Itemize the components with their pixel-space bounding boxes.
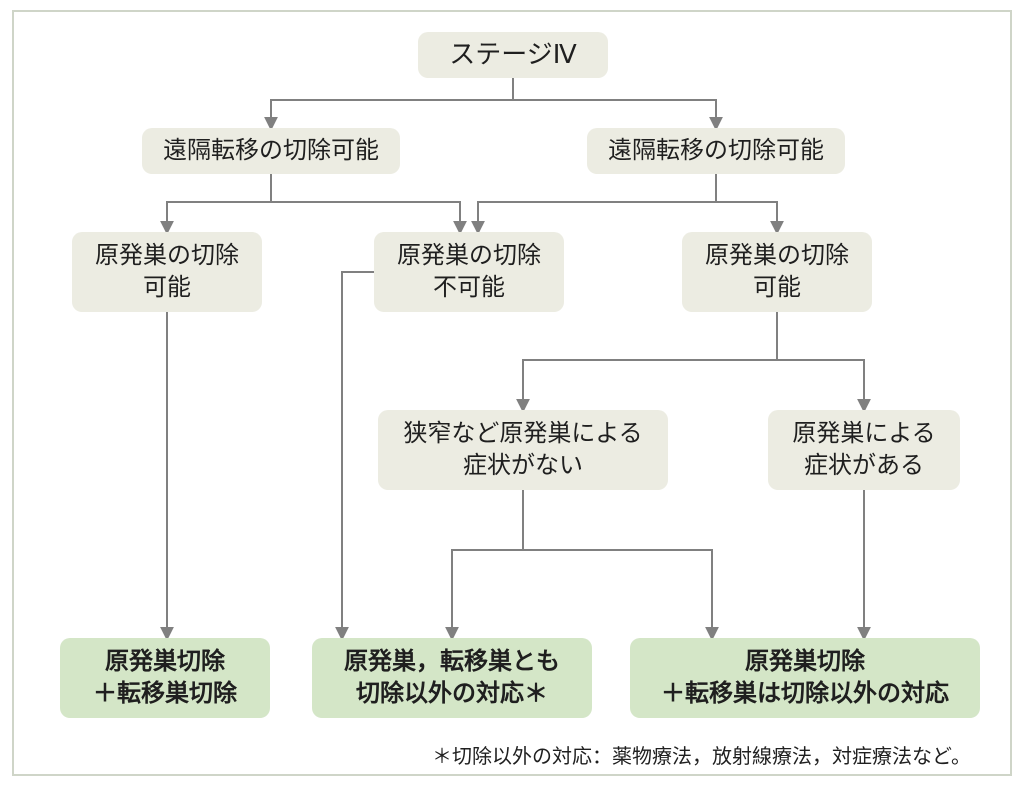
- node-label: 原発巣の切除可能: [705, 240, 849, 305]
- node-label: 遠隔転移の切除可能: [608, 135, 824, 167]
- node-label: 原発巣切除＋転移巣切除: [93, 646, 237, 711]
- node-l2b: 遠隔転移の切除可能: [587, 128, 845, 174]
- node-l3c: 原発巣の切除可能: [682, 232, 872, 312]
- footnote: ＊切除以外の対応：薬物療法，放射線療法，対症療法など。: [432, 740, 971, 769]
- node-l3a: 原発巣の切除可能: [72, 232, 262, 312]
- node-label: 原発巣，転移巣とも切除以外の対応＊: [344, 646, 560, 711]
- node-out3: 原発巣切除＋転移巣は切除以外の対応: [630, 638, 980, 718]
- node-l2a: 遠隔転移の切除可能: [142, 128, 400, 174]
- node-out1: 原発巣切除＋転移巣切除: [60, 638, 270, 718]
- node-label: 原発巣の切除不可能: [397, 240, 541, 305]
- node-l4b: 原発巣による症状がある: [768, 410, 960, 490]
- node-label: 原発巣による症状がある: [792, 418, 935, 483]
- node-label: 原発巣の切除可能: [95, 240, 239, 305]
- node-label: 狭窄など原発巣による症状がない: [403, 418, 642, 483]
- node-label: ステージⅣ: [449, 37, 576, 72]
- node-label: 遠隔転移の切除可能: [163, 135, 379, 167]
- node-root: ステージⅣ: [418, 32, 608, 78]
- node-label: 原発巣切除＋転移巣は切除以外の対応: [661, 646, 949, 711]
- node-out2: 原発巣，転移巣とも切除以外の対応＊: [312, 638, 592, 718]
- node-l4a: 狭窄など原発巣による症状がない: [378, 410, 668, 490]
- node-l3b: 原発巣の切除不可能: [374, 232, 564, 312]
